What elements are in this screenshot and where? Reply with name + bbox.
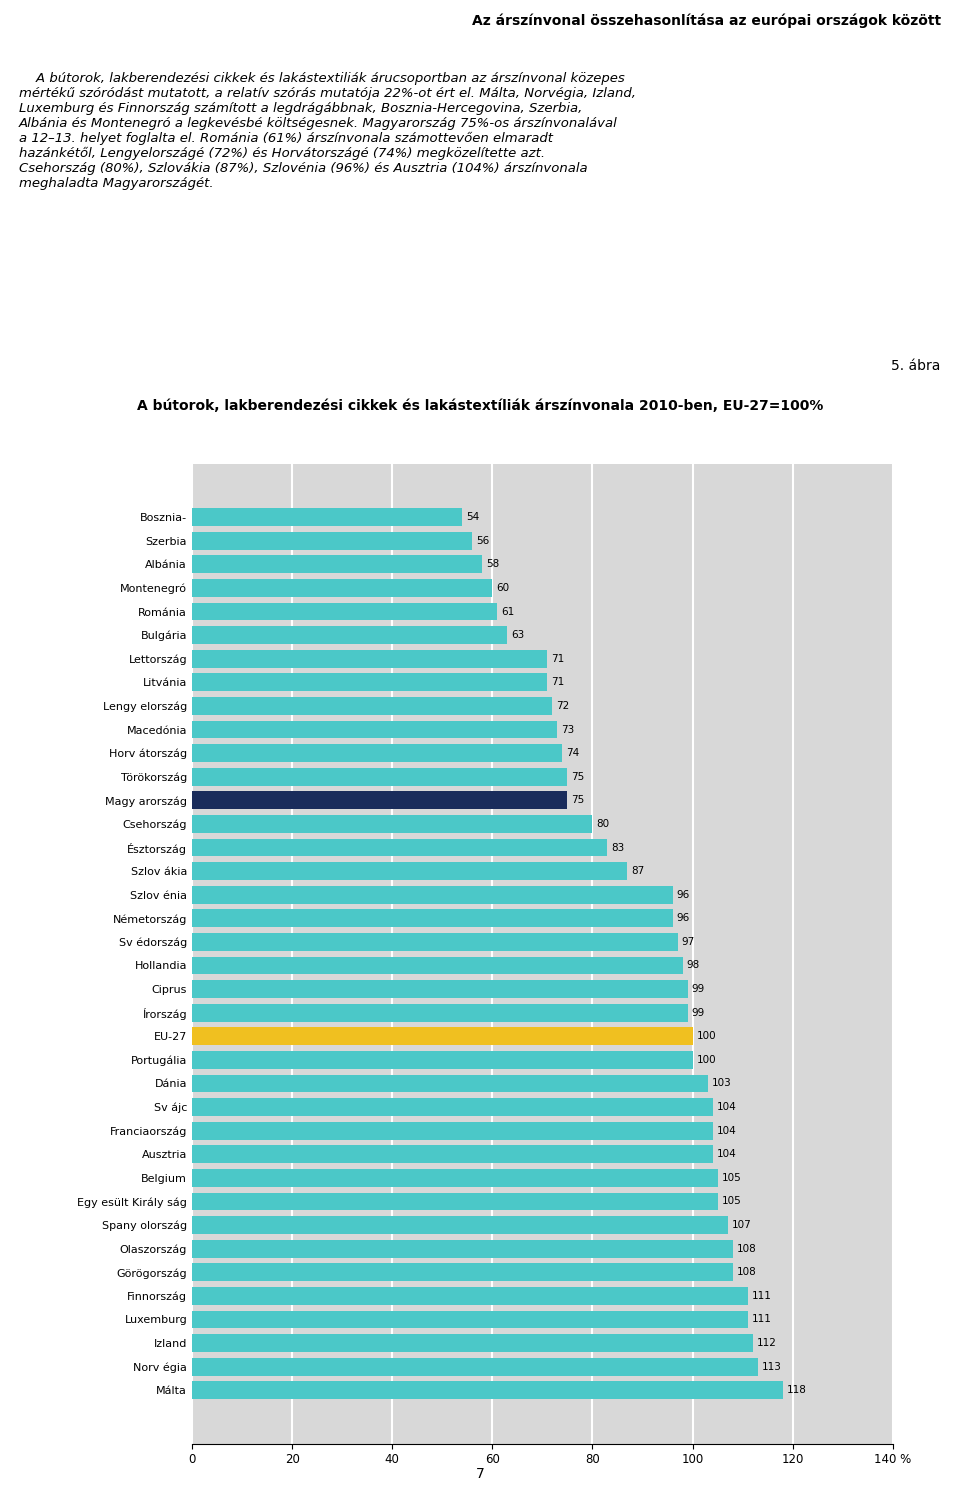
Text: 113: 113 bbox=[761, 1361, 781, 1372]
Text: 80: 80 bbox=[596, 818, 610, 829]
Text: 97: 97 bbox=[682, 936, 695, 947]
Text: 72: 72 bbox=[557, 702, 569, 711]
Text: 5. ábra: 5. ábra bbox=[892, 359, 941, 373]
Bar bbox=[192, 1004, 687, 1022]
Text: 56: 56 bbox=[476, 536, 490, 546]
Text: 112: 112 bbox=[756, 1337, 777, 1348]
Bar bbox=[192, 579, 492, 597]
Text: 111: 111 bbox=[752, 1291, 772, 1302]
Bar bbox=[192, 627, 507, 643]
Bar bbox=[192, 956, 683, 974]
Bar bbox=[192, 603, 497, 621]
Bar bbox=[192, 509, 463, 527]
Text: A bútorok, lakberendezési cikkek és lakástextíliák árszínvonala 2010-ben, EU-27=: A bútorok, lakberendezési cikkek és laká… bbox=[137, 399, 823, 413]
Bar bbox=[192, 533, 472, 549]
Bar bbox=[192, 649, 547, 667]
Text: 105: 105 bbox=[722, 1173, 741, 1183]
Bar bbox=[192, 1240, 732, 1258]
Text: 104: 104 bbox=[716, 1103, 736, 1112]
Bar bbox=[192, 1028, 692, 1046]
Bar bbox=[192, 1122, 712, 1140]
Bar bbox=[192, 839, 608, 856]
Text: 75: 75 bbox=[571, 772, 585, 782]
Text: 108: 108 bbox=[736, 1267, 756, 1278]
Text: A bútorok, lakberendezési cikkek és lakástextiliák árucsoportban az árszínvonal : A bútorok, lakberendezési cikkek és laká… bbox=[19, 72, 636, 190]
Bar bbox=[192, 745, 563, 761]
Text: 63: 63 bbox=[512, 630, 524, 640]
Text: 83: 83 bbox=[612, 842, 625, 853]
Bar bbox=[192, 1358, 757, 1375]
Bar bbox=[192, 1310, 748, 1328]
Bar bbox=[192, 1287, 748, 1305]
Bar bbox=[192, 910, 673, 928]
Text: 111: 111 bbox=[752, 1315, 772, 1324]
Text: 108: 108 bbox=[736, 1243, 756, 1254]
Text: 107: 107 bbox=[732, 1221, 752, 1230]
Bar bbox=[192, 886, 673, 904]
Bar bbox=[192, 980, 687, 998]
Text: 118: 118 bbox=[786, 1385, 806, 1396]
Bar bbox=[192, 721, 558, 739]
Text: 61: 61 bbox=[501, 606, 515, 616]
Bar bbox=[192, 1334, 753, 1352]
Bar bbox=[192, 1381, 782, 1399]
Text: 7: 7 bbox=[475, 1468, 485, 1481]
Bar bbox=[192, 1216, 728, 1234]
Text: 73: 73 bbox=[562, 724, 575, 735]
Text: 71: 71 bbox=[551, 654, 564, 664]
Text: 103: 103 bbox=[711, 1079, 732, 1089]
Text: Az árszínvonal összehasonlítása az európai országok között: Az árszínvonal összehasonlítása az európ… bbox=[471, 13, 941, 28]
Text: 96: 96 bbox=[677, 913, 690, 923]
Text: 105: 105 bbox=[722, 1197, 741, 1206]
Text: 99: 99 bbox=[691, 1008, 705, 1017]
Bar bbox=[192, 555, 482, 573]
Text: 74: 74 bbox=[566, 748, 580, 758]
Text: 100: 100 bbox=[697, 1031, 716, 1041]
Text: 104: 104 bbox=[716, 1125, 736, 1135]
Text: 60: 60 bbox=[496, 583, 510, 592]
Bar bbox=[192, 1192, 717, 1210]
Text: 104: 104 bbox=[716, 1149, 736, 1159]
Bar bbox=[192, 934, 678, 951]
Bar bbox=[192, 1052, 692, 1068]
Bar bbox=[192, 1098, 712, 1116]
Bar bbox=[192, 791, 567, 809]
Text: 54: 54 bbox=[467, 512, 480, 522]
Bar bbox=[192, 1168, 717, 1186]
Bar bbox=[192, 767, 567, 785]
Bar bbox=[192, 862, 628, 880]
Text: 99: 99 bbox=[691, 984, 705, 995]
Bar bbox=[192, 673, 547, 691]
Text: 58: 58 bbox=[487, 560, 499, 570]
Text: 75: 75 bbox=[571, 796, 585, 805]
Bar bbox=[192, 815, 592, 833]
Text: 71: 71 bbox=[551, 678, 564, 687]
Text: 100: 100 bbox=[697, 1055, 716, 1065]
Bar bbox=[192, 1264, 732, 1281]
Bar bbox=[192, 1146, 712, 1162]
Text: 87: 87 bbox=[632, 866, 645, 877]
Text: 98: 98 bbox=[686, 960, 700, 971]
Bar bbox=[192, 697, 552, 715]
Text: 96: 96 bbox=[677, 890, 690, 899]
Bar bbox=[192, 1074, 708, 1092]
